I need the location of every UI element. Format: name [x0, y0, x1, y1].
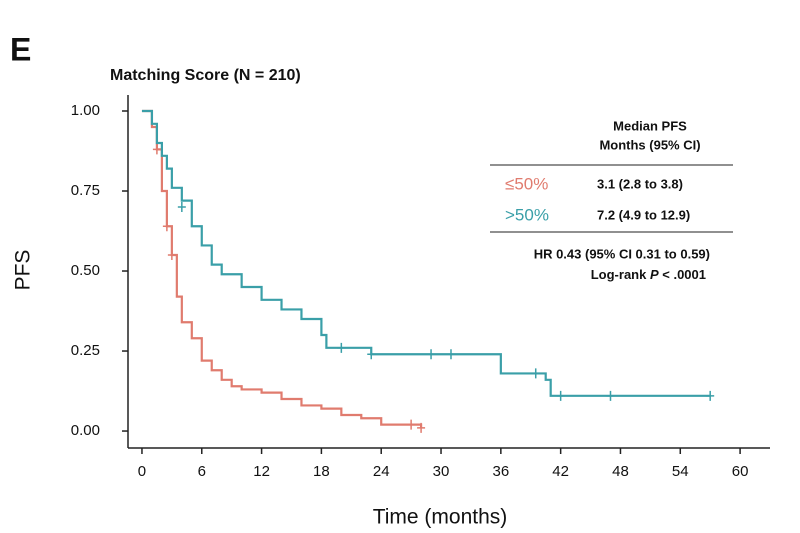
logrank-part: Log-rank	[591, 267, 650, 282]
censor-mark	[427, 349, 436, 360]
censor-mark	[531, 368, 540, 379]
x-tick-label: 60	[732, 463, 749, 480]
x-tick-label: 42	[552, 463, 569, 480]
legend-label: >50%	[505, 205, 549, 224]
logrank-text: Log-rank P < .0001	[591, 267, 706, 282]
hr-text: HR 0.43 (95% CI 0.31 to 0.59)	[534, 246, 710, 261]
legend-label: ≤50%	[505, 174, 548, 193]
x-tick-label: 18	[313, 463, 330, 480]
y-tick-label: 1.00	[71, 102, 100, 119]
censor-mark	[162, 221, 171, 232]
median-label: 7.2 (4.9 to 12.9)	[597, 207, 690, 222]
y-tick-label: 0.75	[71, 182, 100, 199]
censor-mark	[417, 422, 426, 433]
x-tick-label: 54	[672, 463, 689, 480]
survival-line	[141, 109, 711, 397]
censor-mark	[367, 349, 376, 360]
censor-mark	[177, 202, 186, 213]
x-tick-label: 24	[373, 463, 390, 480]
y-tick-label: 0.00	[71, 422, 100, 439]
censor-mark	[167, 250, 176, 261]
panel-label: E	[10, 31, 31, 67]
x-axis-label: Time (months)	[373, 506, 508, 529]
censor-mark	[706, 390, 715, 401]
y-axis-label: PFS	[12, 250, 35, 291]
censor-mark	[606, 390, 615, 401]
censor-mark	[152, 144, 161, 155]
x-tick-label: 36	[492, 463, 509, 480]
censor-mark	[446, 349, 455, 360]
y-tick-label: 0.25	[71, 342, 100, 359]
x-tick-label: 30	[433, 463, 450, 480]
median-label: 3.1 (2.8 to 3.8)	[597, 176, 683, 191]
x-tick-label: 0	[138, 463, 146, 480]
logrank-part: < .0001	[659, 267, 706, 282]
x-tick-label: 6	[198, 463, 206, 480]
censor-mark	[407, 419, 416, 430]
censor-mark	[337, 342, 346, 353]
x-tick-label: 12	[253, 463, 270, 480]
survival-line	[141, 109, 423, 428]
logrank-p: P	[650, 267, 659, 282]
table-header: Median PFS	[613, 118, 687, 133]
chart-title: Matching Score (N = 210)	[110, 67, 301, 84]
table-header: Months (95% CI)	[599, 137, 700, 152]
censor-mark	[556, 390, 565, 401]
y-tick-label: 0.50	[71, 262, 100, 279]
x-tick-label: 48	[612, 463, 629, 480]
